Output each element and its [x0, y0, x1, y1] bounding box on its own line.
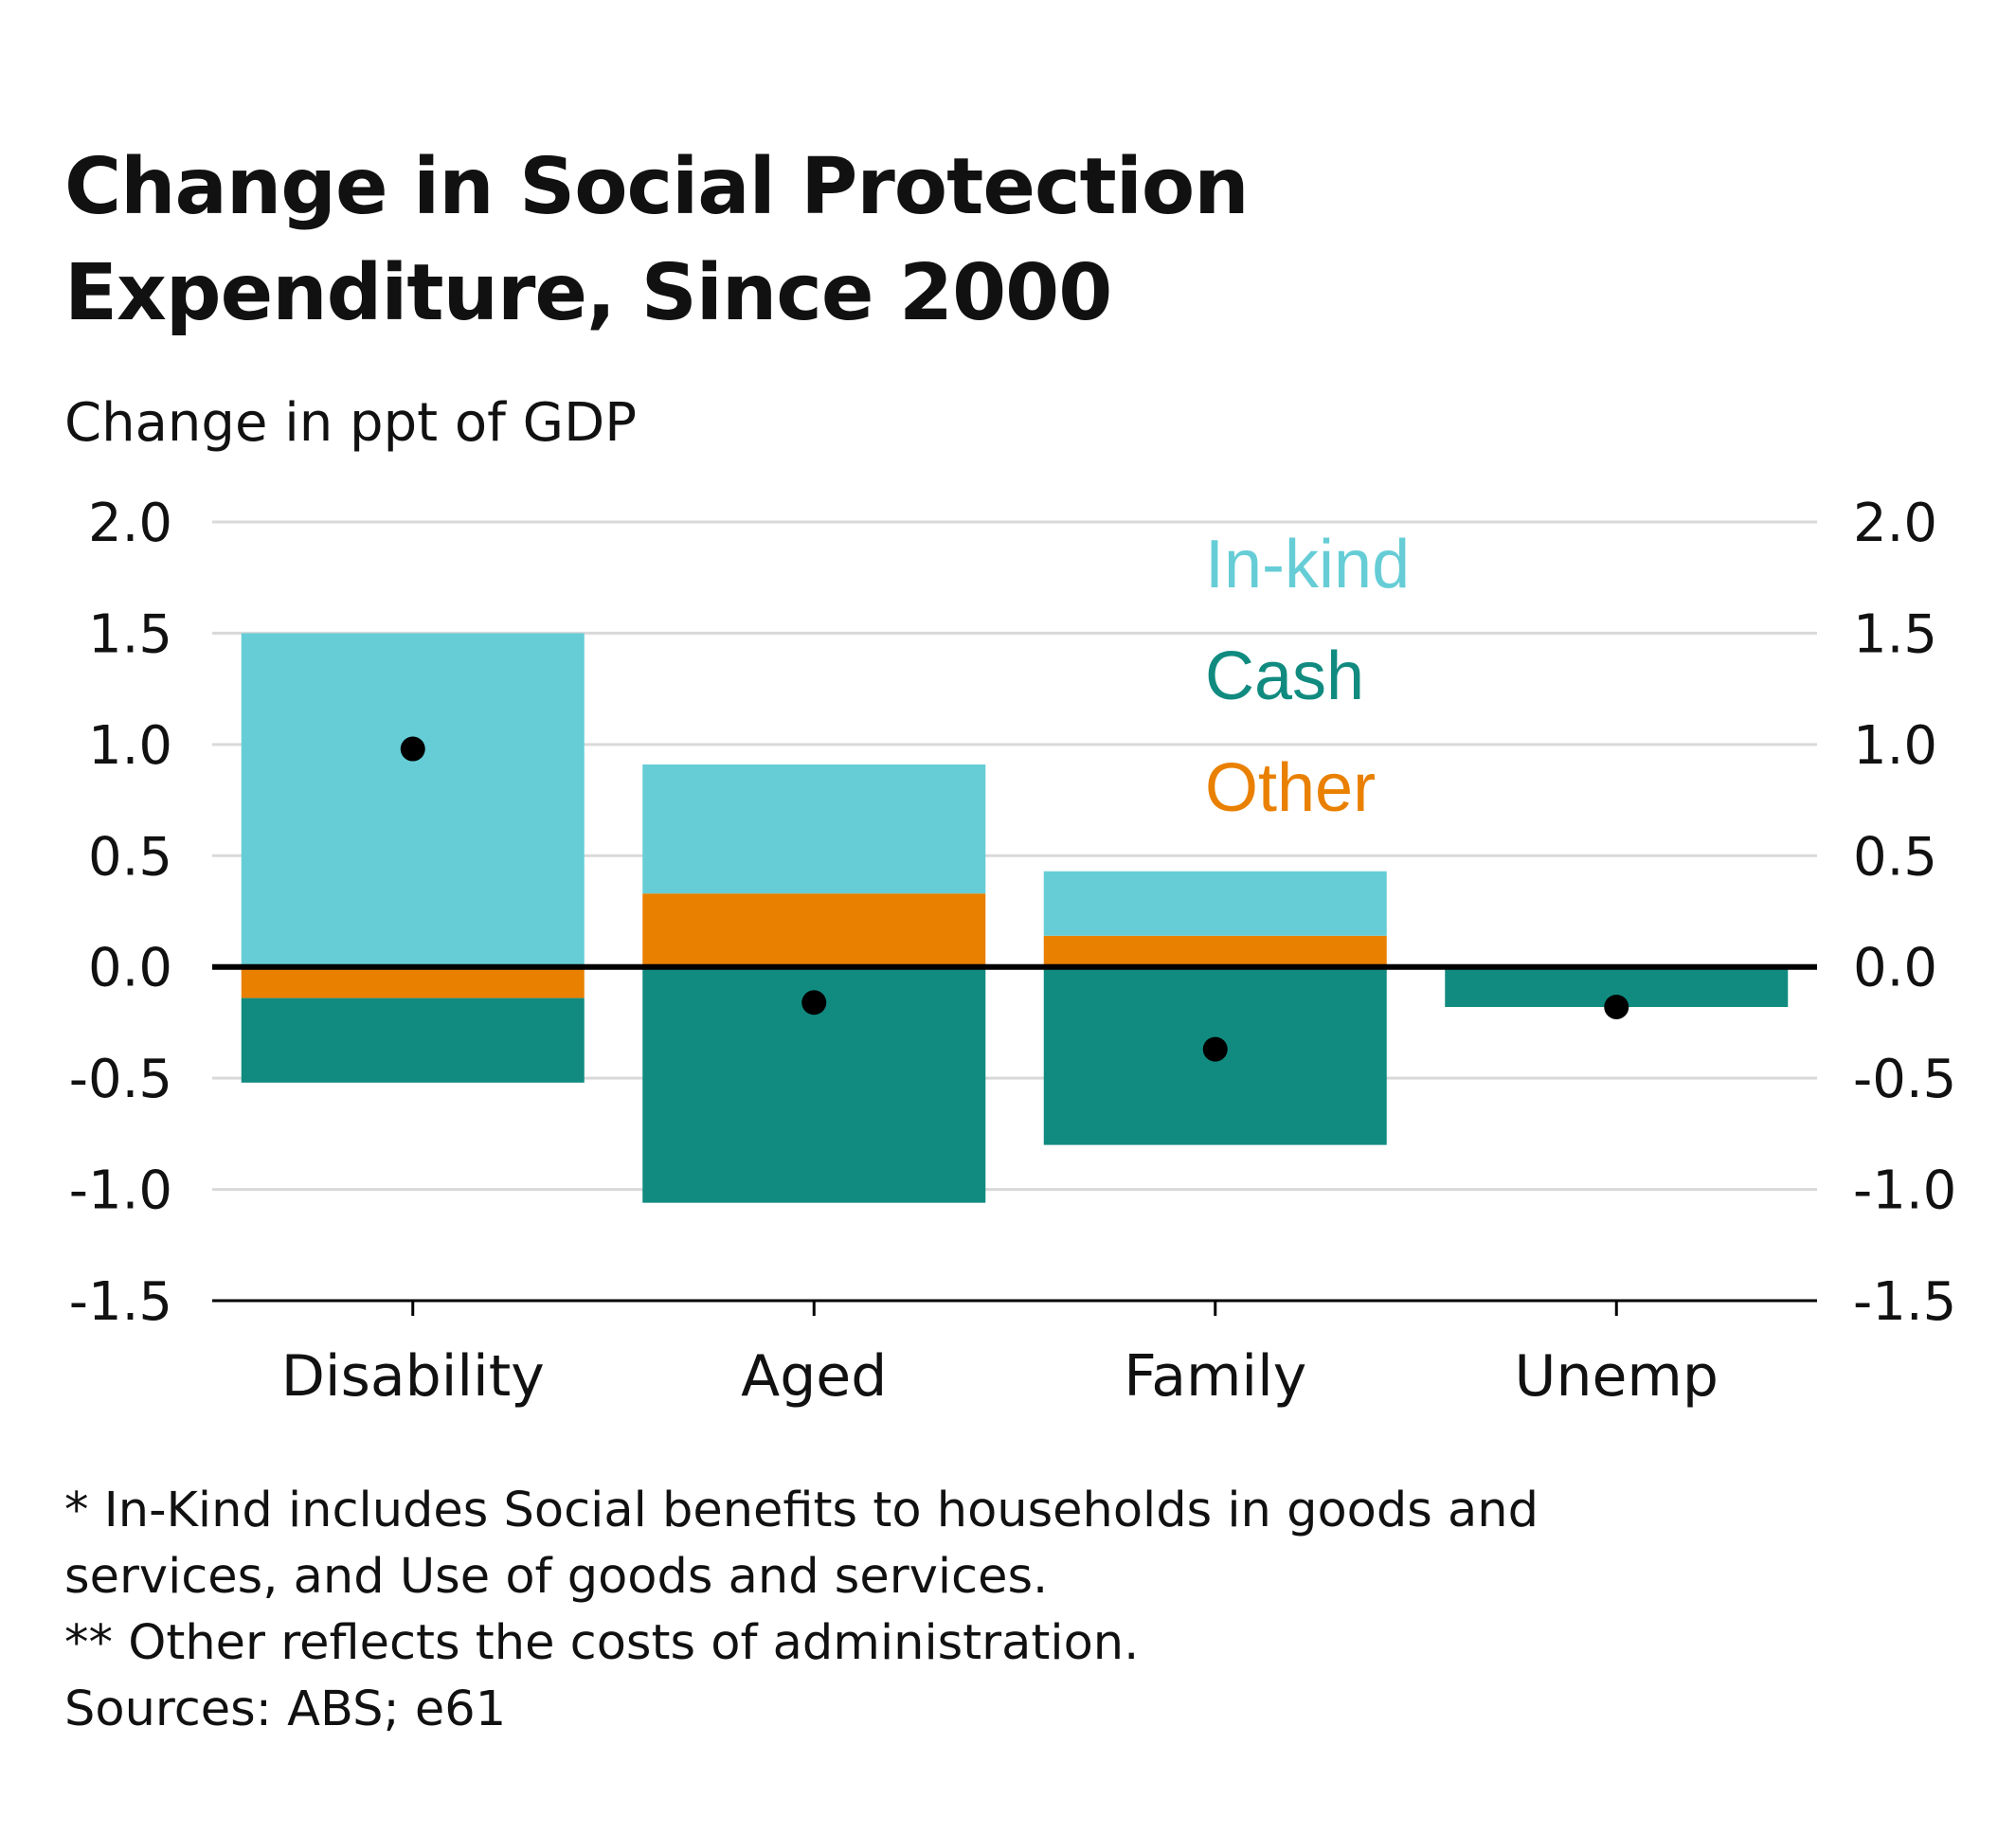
legend-item-in-kind: In-kind	[1205, 527, 1410, 602]
y-axis-left-ticks: 2.0 1.5 1.0 0.5 0.0 -0.5 -1.0 -1.5	[69, 493, 172, 1333]
y-tick-label-left: -0.5	[69, 1049, 172, 1110]
footnote-line-3: ** Other reflects the costs of administr…	[64, 1615, 1140, 1671]
y-tick-label-right: -1.5	[1853, 1271, 1956, 1333]
chart-title: Change in Social Protection Expenditure,…	[64, 135, 1391, 347]
axes	[212, 963, 1817, 1303]
legend: In-kind Cash Other	[1205, 527, 1410, 826]
y-tick-label-right: 0.5	[1853, 826, 1937, 888]
y-tick-label-right: 0.0	[1853, 938, 1937, 999]
x-axis-ticks: Disability Aged Family Unemp	[281, 1301, 1719, 1410]
net-marker-family	[1202, 1036, 1228, 1062]
y-tick-label-left: -1.5	[69, 1271, 172, 1333]
net-marker-disability	[400, 736, 425, 762]
x-tick-label-disability: Disability	[281, 1343, 545, 1410]
y-tick-label-left: -1.0	[69, 1160, 172, 1222]
chart-title-line-2: Expenditure, Since 2000	[64, 248, 1112, 338]
net-change-markers	[400, 736, 1629, 1062]
legend-item-other: Other	[1205, 750, 1376, 826]
legend-item-cash: Cash	[1205, 638, 1364, 714]
x-tick-label-aged: Aged	[741, 1343, 887, 1410]
y-tick-label-left: 0.0	[88, 938, 172, 999]
y-tick-label-right: -0.5	[1853, 1049, 1956, 1110]
x-tick-label-unemp: Unemp	[1515, 1343, 1719, 1410]
bars	[241, 633, 1789, 1203]
bar-in-kind-family	[1043, 871, 1387, 936]
chart-plot: 2.0 1.5 1.0 0.5 0.0 -0.5 -1.0 -1.5 2.0 1.5 1.0 0.5…	[69, 493, 1957, 1410]
footnote-line-1: * In-Kind includes Social benefits to ho…	[64, 1483, 1539, 1538]
bar-other-family	[1043, 935, 1387, 967]
bar-other-disability	[241, 966, 585, 998]
y-tick-label-left: 1.0	[88, 715, 172, 777]
footnote-line-2: services, and Use of goods and services.	[64, 1549, 1049, 1605]
bar-in-kind-aged	[642, 764, 986, 894]
x-tick-label-family: Family	[1124, 1343, 1306, 1410]
bar-other-aged	[642, 893, 986, 967]
y-tick-label-right: 2.0	[1853, 493, 1937, 554]
chart-title-line-1: Change in Social Protection	[64, 142, 1250, 232]
footnotes: * In-Kind includes Social benefits to ho…	[64, 1478, 1864, 1743]
y-tick-label-right: 1.0	[1853, 715, 1937, 777]
source-line: Sources: ABS; e61	[64, 1681, 507, 1737]
y-tick-label-right: -1.0	[1853, 1160, 1956, 1222]
chart-subtitle: Change in ppt of GDP	[64, 392, 637, 454]
y-axis-right-ticks: 2.0 1.5 1.0 0.5 0.0 -0.5 -1.0 -1.5	[1853, 493, 1956, 1333]
net-marker-unemp	[1604, 994, 1629, 1019]
y-tick-label-left: 1.5	[88, 603, 172, 665]
bar-in-kind-disability	[241, 633, 585, 967]
net-marker-aged	[801, 990, 827, 1016]
y-tick-label-right: 1.5	[1853, 603, 1937, 665]
y-tick-label-left: 0.5	[88, 826, 172, 888]
bar-cash-disability	[241, 998, 585, 1083]
y-tick-label-left: 2.0	[88, 493, 172, 554]
